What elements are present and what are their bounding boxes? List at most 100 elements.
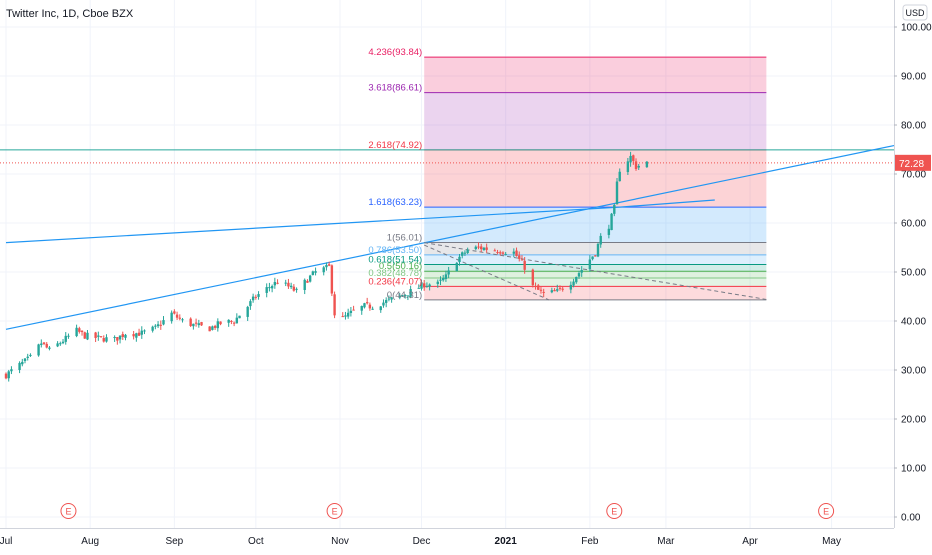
fib-level-label: 3.618(86.61)	[368, 83, 422, 94]
candle-body	[561, 288, 564, 290]
last-price-label: 72.28	[899, 159, 924, 170]
fib-zone	[424, 264, 767, 272]
candle-body	[59, 343, 62, 345]
candle-body	[276, 282, 279, 284]
candle-body	[292, 286, 296, 291]
y-tick-label: 20.00	[901, 415, 926, 426]
candle-body	[178, 317, 181, 319]
y-tick-label: 90.00	[901, 72, 926, 83]
candle-body	[539, 289, 543, 291]
candle-body	[143, 330, 146, 332]
candle-body	[56, 343, 59, 347]
candle-body	[26, 356, 29, 358]
x-tick-label: Oct	[248, 536, 264, 547]
earnings-marker-circle	[60, 503, 77, 519]
price-axis-bg	[894, 0, 932, 550]
fib-zone	[424, 242, 767, 255]
candle-body	[67, 335, 70, 337]
candle-body	[29, 354, 32, 356]
candle-body	[265, 287, 268, 293]
candle-body	[477, 246, 480, 248]
trendline	[5, 206, 618, 244]
candle-body	[211, 326, 214, 330]
candle-body	[156, 324, 160, 327]
fib-level-label: 0.786(53.50)	[368, 245, 422, 256]
candle-body	[45, 343, 48, 348]
candle-body	[613, 204, 616, 214]
fib-level-label: 0.382(48.78)	[368, 268, 422, 279]
candle-body	[330, 265, 334, 294]
candle-body	[615, 181, 619, 205]
candle-body	[518, 255, 521, 259]
dashed-trendline	[424, 242, 767, 300]
earnings-marker[interactable]: E	[60, 503, 77, 519]
candle-body	[140, 330, 143, 335]
candle-body	[515, 250, 518, 257]
candle-body	[420, 282, 423, 289]
candle-body	[181, 319, 184, 321]
candle-body	[401, 295, 404, 297]
candle-body	[249, 301, 252, 307]
x-tick-label: Nov	[331, 536, 349, 547]
candle-body	[499, 252, 502, 254]
x-tick-label: Feb	[581, 536, 599, 547]
fib-level-label: 2.618(74.92)	[368, 140, 422, 151]
candle-body	[257, 294, 260, 297]
earnings-marker-circle	[606, 503, 623, 519]
candle-body	[64, 335, 67, 342]
candle-body	[384, 300, 388, 303]
candle-body	[208, 326, 211, 332]
candle-body	[37, 344, 40, 356]
candle-body	[442, 278, 445, 281]
candle-body	[626, 161, 630, 173]
candle-body	[645, 161, 649, 168]
candle-body	[216, 321, 220, 329]
candle-body	[520, 259, 524, 261]
candle-body	[102, 338, 105, 342]
currency-button[interactable]: USD	[902, 4, 928, 21]
candle-body	[474, 246, 477, 250]
earnings-marker[interactable]: E	[606, 503, 623, 519]
candle-body	[94, 332, 97, 338]
candle-body	[289, 285, 293, 288]
candle-body	[341, 316, 344, 318]
candle-body	[461, 252, 464, 256]
currency-button-box	[902, 4, 928, 21]
fib-level-label: 1.618(63.23)	[368, 197, 422, 208]
earnings-marker[interactable]: E	[326, 503, 343, 519]
candle-body	[387, 298, 391, 300]
candle-body	[588, 259, 592, 270]
candle-body	[428, 284, 431, 287]
earnings-marker[interactable]: E	[818, 503, 835, 519]
candle-body	[173, 311, 176, 314]
candle-body	[230, 320, 233, 322]
candle-body	[558, 287, 562, 289]
candle-body	[116, 337, 119, 341]
candle-body	[482, 247, 486, 251]
candle-body	[480, 246, 483, 250]
candle-body	[550, 290, 554, 293]
fib-level-label: 0.618(51.54)	[368, 254, 422, 265]
candle-body	[113, 336, 116, 339]
candle-body	[325, 264, 328, 268]
y-tick-label: 70.00	[901, 170, 926, 181]
candle-body	[572, 281, 575, 286]
candle-body	[322, 267, 325, 273]
dashed-trendline	[424, 244, 550, 301]
candle-body	[311, 271, 315, 275]
fib-zone	[424, 57, 767, 93]
candle-body	[121, 334, 124, 337]
candle-body	[349, 310, 353, 314]
candle-body	[439, 279, 442, 281]
y-tick-label: 60.00	[901, 219, 926, 230]
candle-body	[80, 330, 84, 333]
candle-body	[463, 252, 467, 254]
candle-body	[132, 334, 135, 337]
candle-body	[577, 273, 581, 277]
x-tick-label: Sep	[165, 536, 183, 547]
candle-body	[99, 336, 103, 338]
candle-body	[455, 262, 458, 272]
candle-body	[284, 282, 287, 284]
